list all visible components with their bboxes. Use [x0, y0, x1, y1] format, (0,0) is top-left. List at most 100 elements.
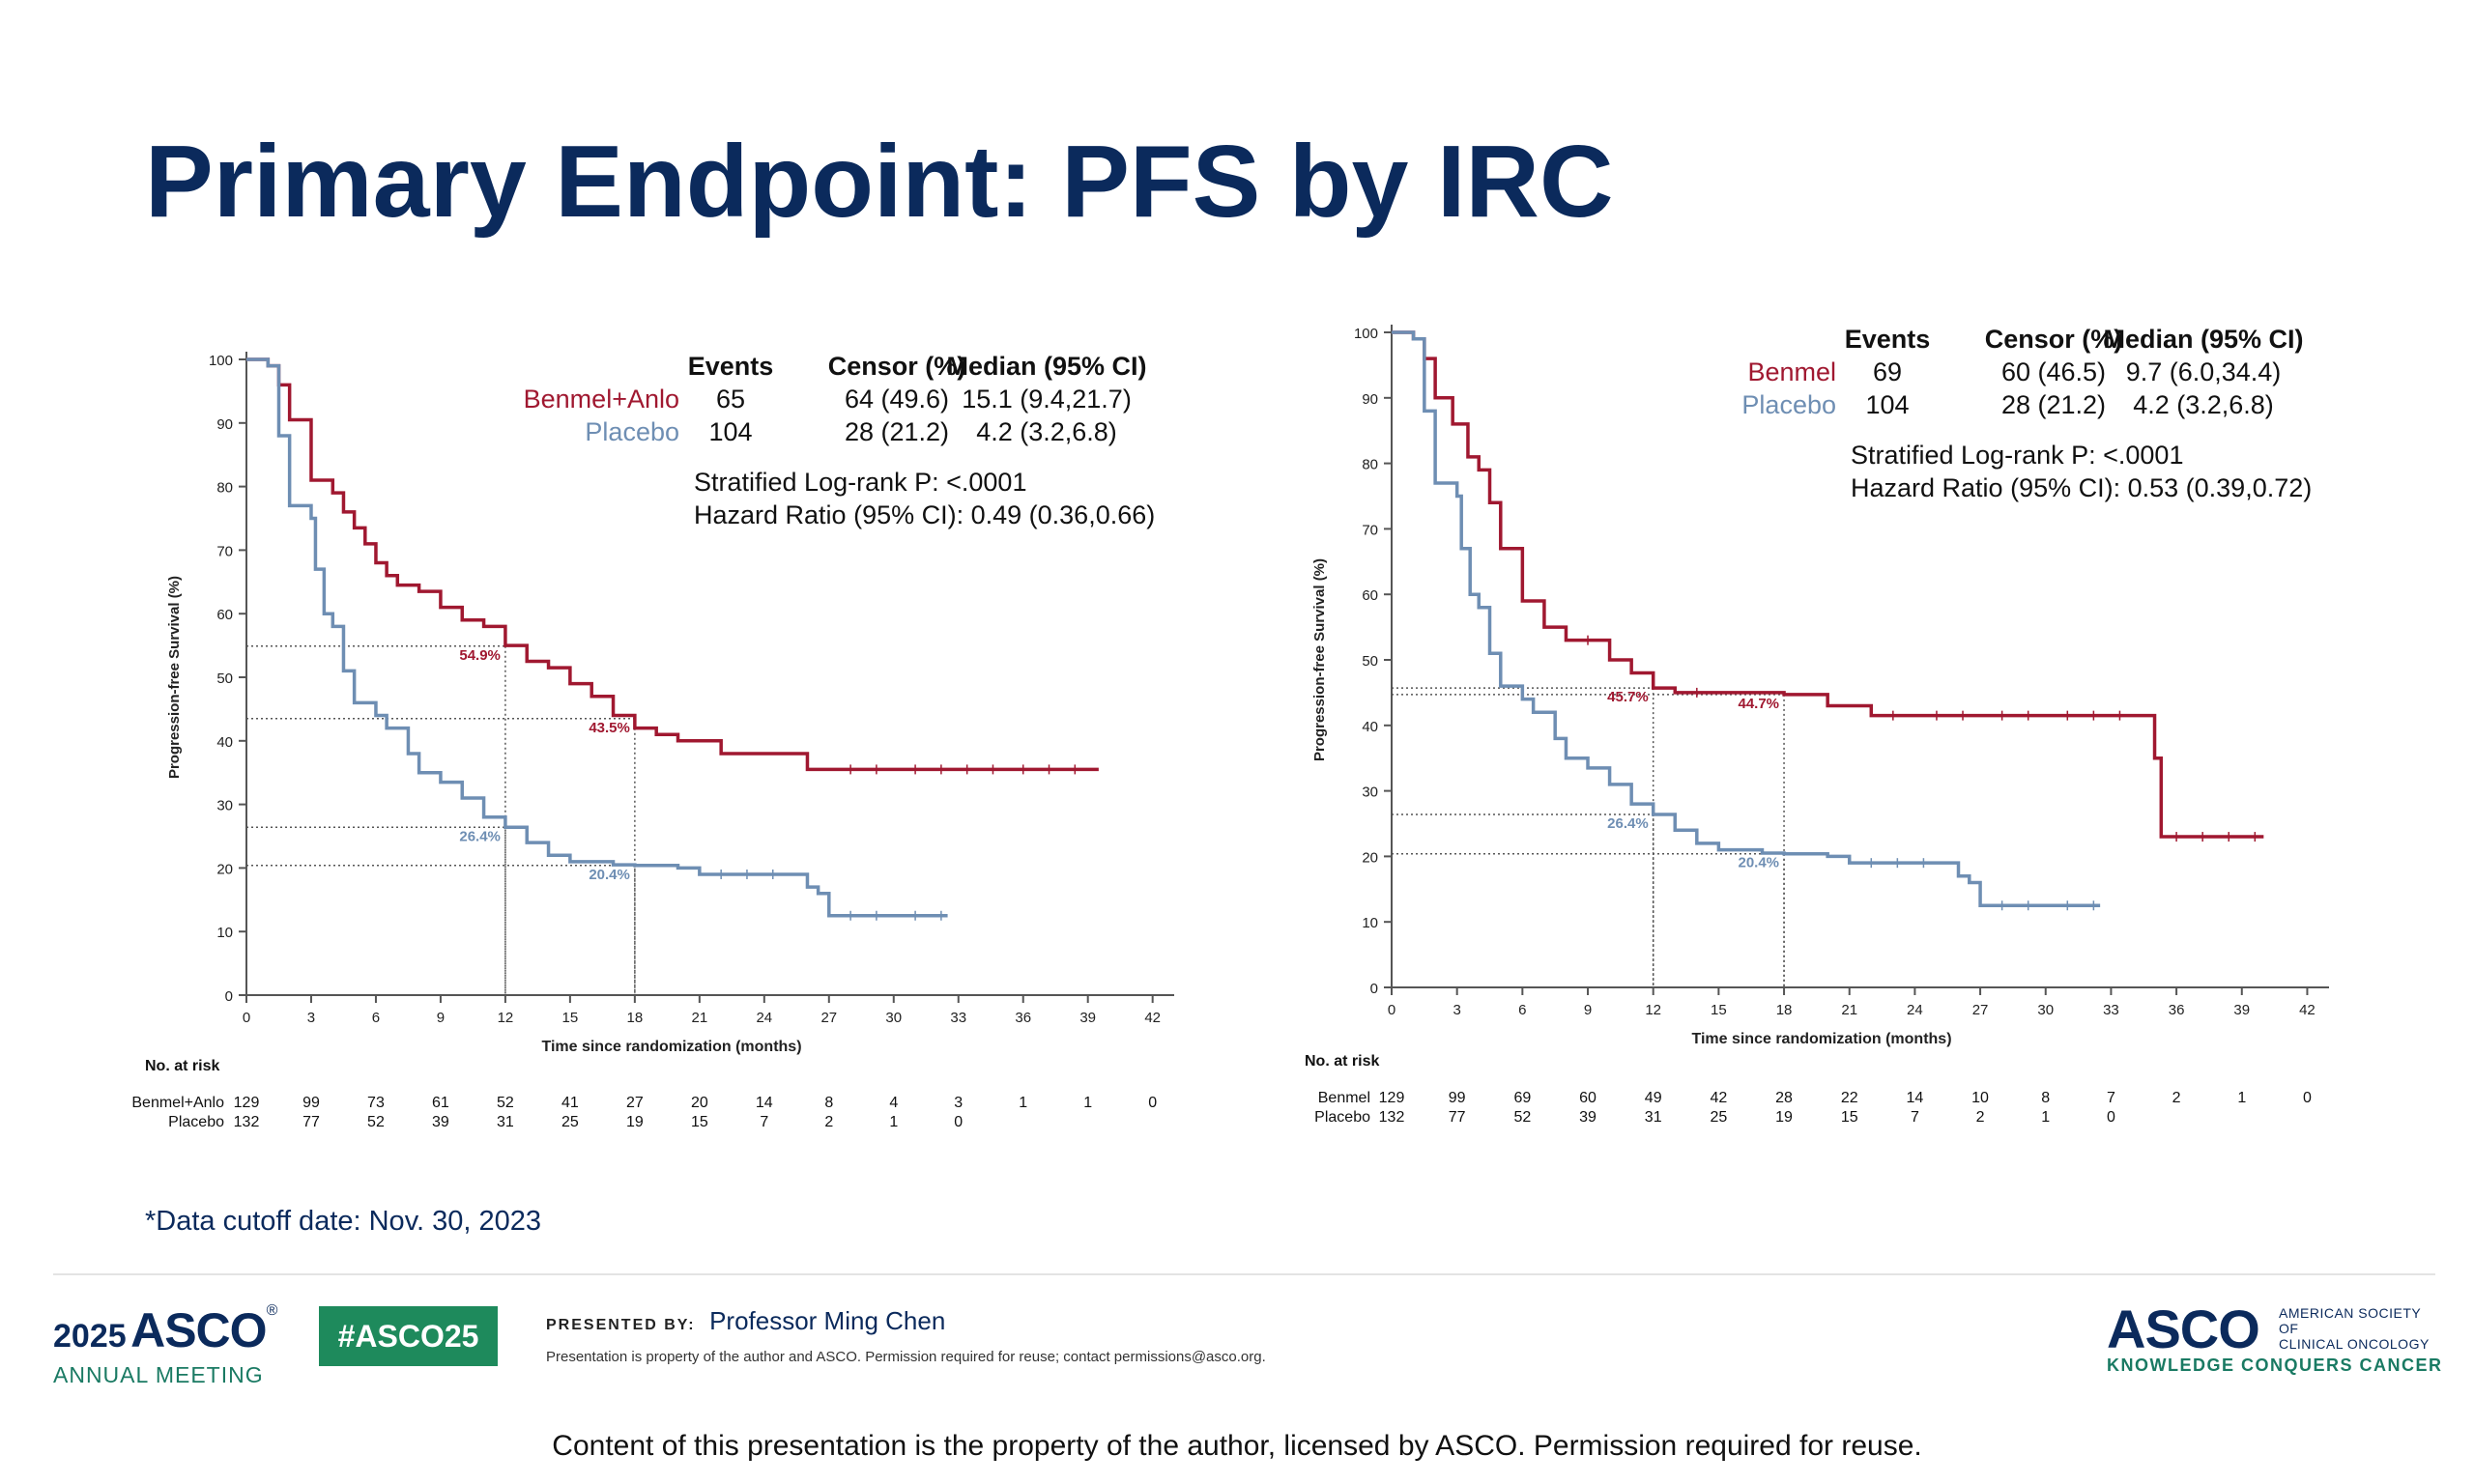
legend-median: 4.2 (3.2,6.8): [2133, 390, 2274, 419]
x-tick-label: 18: [627, 1010, 644, 1026]
y-tick-label: 30: [216, 798, 233, 814]
legend-header: Events: [688, 352, 774, 381]
legend-median: 9.7 (6.0,34.4): [2126, 357, 2282, 386]
asco-tagline: KNOWLEDGE CONQUERS CANCER: [2107, 1356, 2443, 1375]
risk-count: 0: [954, 1114, 963, 1130]
y-tick-label: 0: [1370, 981, 1378, 997]
risk-count: 15: [691, 1114, 708, 1130]
risk-count: 77: [1449, 1109, 1466, 1126]
y-tick-label: 10: [216, 925, 233, 941]
legend-header: Median (95% CI): [2103, 325, 2303, 354]
annotation-label: 20.4%: [1738, 855, 1779, 871]
risk-count: 69: [1513, 1090, 1531, 1106]
risk-row-label: Benmel+Anlo: [131, 1095, 224, 1111]
risk-count: 25: [561, 1114, 579, 1130]
risk-count: 41: [561, 1095, 579, 1111]
risk-count: 52: [1513, 1109, 1531, 1126]
km-curve-placebo: [246, 357, 948, 918]
risk-count: 0: [2107, 1109, 2115, 1126]
y-tick-label: 60: [1362, 587, 1378, 604]
risk-count: 7: [1911, 1109, 1919, 1126]
risk-count: 15: [1841, 1109, 1858, 1126]
risk-count: 39: [1579, 1109, 1597, 1126]
x-tick-label: 30: [885, 1010, 902, 1026]
risk-count: 61: [432, 1095, 449, 1111]
annotation-label: 54.9%: [459, 647, 501, 664]
legend-series-name: Placebo: [1741, 390, 1836, 419]
risk-count: 1: [889, 1114, 898, 1130]
slide-title: Primary Endpoint: PFS by IRC: [145, 125, 1614, 239]
legend-series-name: Benmel+Anlo: [524, 385, 679, 414]
x-tick-label: 6: [1518, 1002, 1526, 1018]
annotation-label: 44.7%: [1738, 696, 1779, 712]
y-tick-label: 50: [1362, 653, 1378, 670]
annotation-label: 45.7%: [1607, 689, 1649, 705]
y-tick-label: 30: [1362, 785, 1378, 801]
x-tick-label: 12: [498, 1010, 514, 1026]
asco-annual-meeting-logo: 2025 ASCO® ANNUAL MEETING: [53, 1302, 278, 1387]
risk-count: 31: [1645, 1109, 1662, 1126]
y-tick-label: 40: [216, 734, 233, 751]
x-tick-label: 6: [372, 1010, 380, 1026]
risk-count: 1: [1019, 1095, 1027, 1111]
stats-line: Stratified Log-rank P: <.0001: [694, 468, 1026, 497]
x-tick-label: 0: [1388, 1002, 1395, 1018]
risk-count: 8: [824, 1095, 833, 1111]
x-axis-label: Time since randomization (months): [1691, 1031, 1951, 1047]
km-curve-placebo: [1392, 330, 2101, 907]
risk-count: 2: [824, 1114, 833, 1130]
risk-table-title: No. at risk: [145, 1058, 219, 1074]
legend-censor: 64 (49.6): [845, 385, 949, 414]
legend-series-name: Placebo: [585, 417, 679, 446]
stats-line: Hazard Ratio (95% CI): 0.53 (0.39,0.72): [1851, 473, 2312, 502]
risk-count: 73: [367, 1095, 385, 1111]
y-tick-label: 100: [1354, 326, 1378, 342]
meeting-subtitle: ANNUAL MEETING: [53, 1362, 264, 1387]
x-tick-label: 15: [562, 1010, 579, 1026]
presenter-block: PRESENTED BY: Professor Ming Chen Presen…: [546, 1306, 1266, 1365]
x-tick-label: 15: [1711, 1002, 1727, 1018]
y-tick-label: 90: [216, 416, 233, 433]
x-tick-label: 18: [1776, 1002, 1793, 1018]
annotation-label: 26.4%: [459, 828, 501, 844]
risk-row-label: Benmel: [1318, 1090, 1370, 1106]
risk-count: 52: [367, 1114, 385, 1130]
society-line-1: AMERICAN SOCIETY OF: [2279, 1305, 2421, 1336]
x-tick-label: 42: [1144, 1010, 1161, 1026]
legend-header: Median (95% CI): [946, 352, 1146, 381]
asco-society-logo: ASCO AMERICAN SOCIETY OF CLINICAL ONCOLO…: [2107, 1298, 2441, 1375]
risk-count: 14: [1906, 1090, 1923, 1106]
annotation-label: 43.5%: [589, 720, 630, 736]
x-tick-label: 36: [2169, 1002, 2185, 1018]
risk-count: 4: [889, 1095, 898, 1111]
y-tick-label: 50: [216, 671, 233, 687]
risk-count: 52: [497, 1095, 514, 1111]
presented-by-label: PRESENTED BY:: [546, 1317, 696, 1333]
risk-count: 77: [302, 1114, 320, 1130]
risk-count: 0: [1148, 1095, 1157, 1111]
y-tick-label: 0: [225, 988, 233, 1005]
x-tick-label: 21: [691, 1010, 707, 1026]
y-tick-label: 20: [1362, 849, 1378, 866]
legend-events: 65: [716, 385, 745, 414]
legend-censor: 60 (46.5): [2001, 357, 2106, 386]
x-tick-label: 3: [1453, 1002, 1461, 1018]
x-tick-label: 39: [1079, 1010, 1096, 1026]
risk-count: 20: [691, 1095, 708, 1111]
legend-header: Censor (%): [1985, 325, 2123, 354]
meeting-brand: ASCO: [130, 1303, 267, 1357]
risk-count: 99: [1449, 1090, 1466, 1106]
risk-count: 1: [2041, 1109, 2050, 1126]
risk-count: 28: [1775, 1090, 1793, 1106]
stats-line: Hazard Ratio (95% CI): 0.49 (0.36,0.66): [694, 500, 1155, 529]
risk-count: 49: [1645, 1090, 1662, 1106]
y-tick-label: 60: [216, 607, 233, 623]
risk-table-title: No. at risk: [1305, 1053, 1379, 1070]
legend-events: 104: [708, 417, 752, 446]
y-tick-label: 90: [1362, 391, 1378, 408]
risk-count: 129: [234, 1095, 260, 1111]
x-tick-label: 39: [2233, 1002, 2250, 1018]
risk-count: 42: [1710, 1090, 1727, 1106]
y-tick-label: 10: [1362, 915, 1378, 931]
